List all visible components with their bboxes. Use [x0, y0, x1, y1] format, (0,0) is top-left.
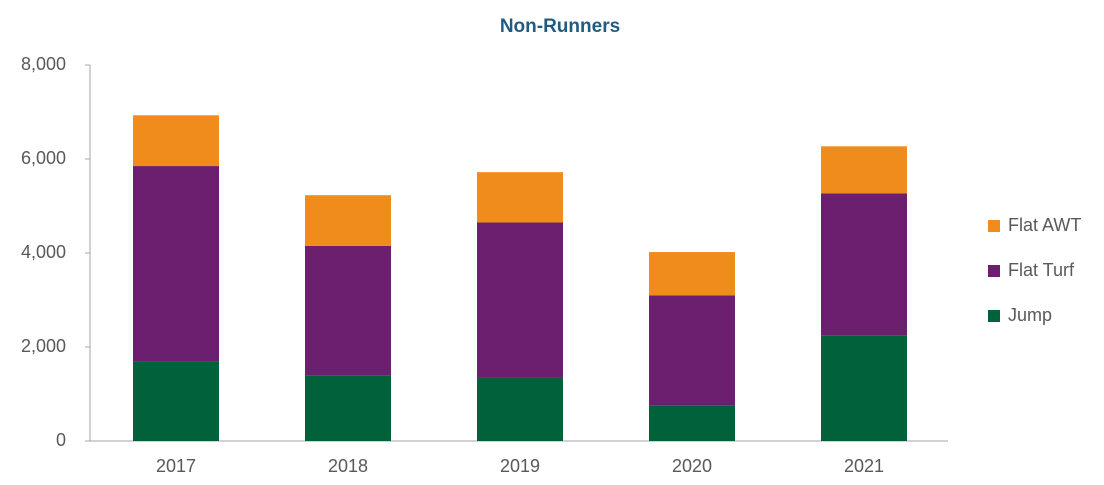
bar-segment — [821, 335, 907, 441]
bar-segment — [477, 222, 563, 378]
legend-swatch — [988, 220, 1000, 232]
legend-label: Flat Turf — [1008, 260, 1075, 280]
bar-segment — [821, 146, 907, 194]
x-tick-label: 2018 — [328, 456, 368, 476]
bar-segment — [821, 193, 907, 336]
legend-swatch — [988, 265, 1000, 277]
x-tick-label: 2020 — [672, 456, 712, 476]
bar-segment — [305, 195, 391, 246]
bar-segment — [305, 245, 391, 376]
bar-segment — [133, 115, 219, 167]
bar-segment — [477, 377, 563, 441]
x-tick-label: 2019 — [500, 456, 540, 476]
y-tick-label: 8,000 — [21, 54, 66, 74]
legend-label: Jump — [1008, 305, 1052, 325]
x-tick-label: 2017 — [156, 456, 196, 476]
bar-segment — [649, 405, 735, 441]
y-tick-label: 2,000 — [21, 336, 66, 356]
bar-segment — [133, 166, 219, 362]
bar-segment — [133, 361, 219, 441]
bar-segment — [305, 375, 391, 441]
bar-segment — [649, 295, 735, 406]
chart-title: Non-Runners — [500, 16, 620, 37]
legend-swatch — [988, 310, 1000, 322]
y-tick-label: 4,000 — [21, 242, 66, 262]
x-tick-label: 2021 — [844, 456, 884, 476]
legend-label: Flat AWT — [1008, 215, 1081, 235]
bar-segment — [649, 252, 735, 296]
y-tick-label: 6,000 — [21, 148, 66, 168]
bar-segment — [477, 172, 563, 223]
y-tick-label: 0 — [56, 430, 66, 450]
